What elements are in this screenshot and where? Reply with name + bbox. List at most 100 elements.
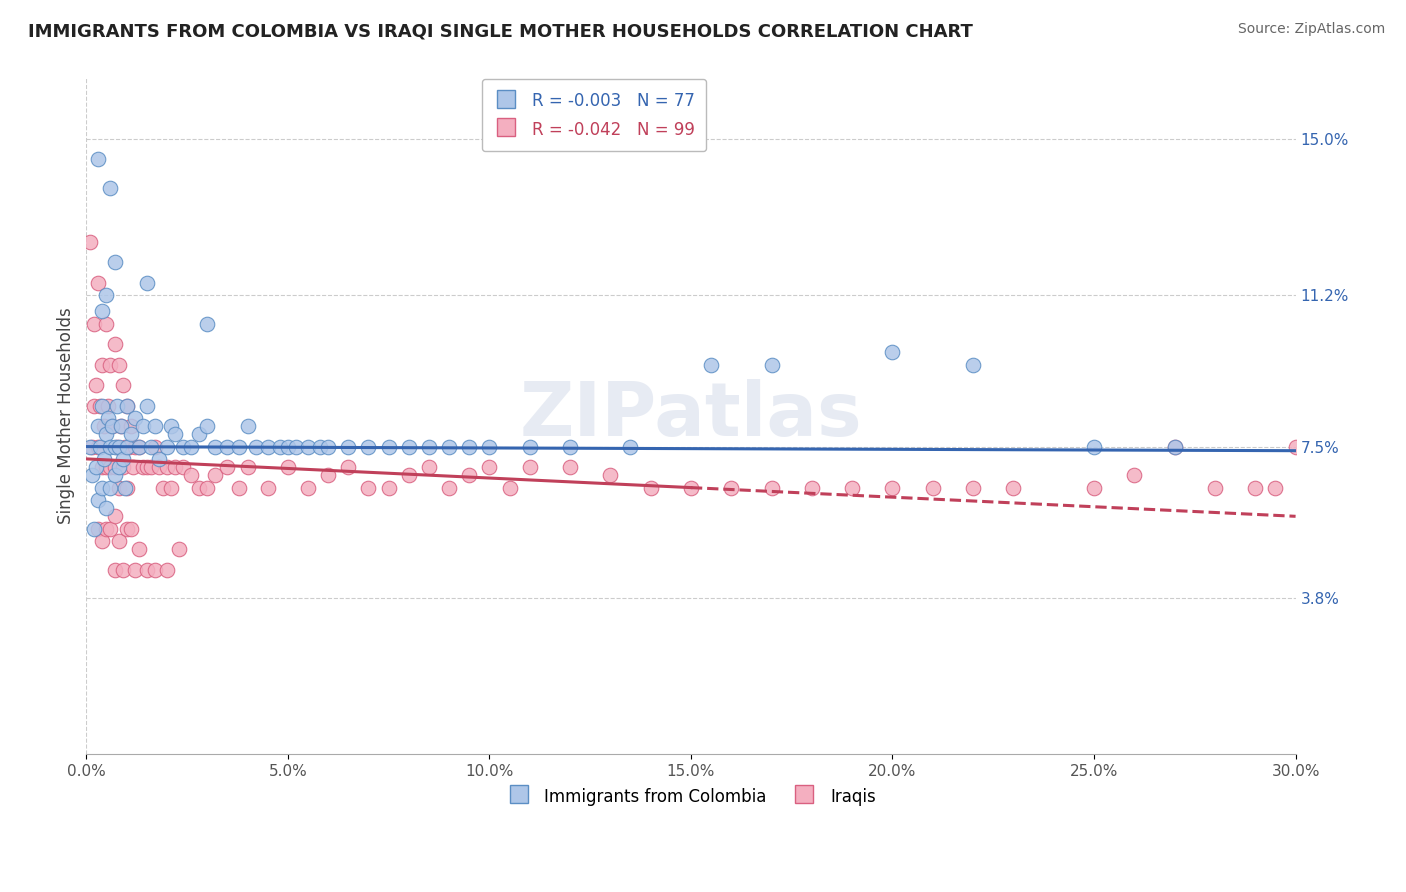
Text: ZIPatlas: ZIPatlas <box>520 379 862 452</box>
Point <box>100 460 122 475</box>
Point <box>115 399 138 413</box>
Point <box>558 460 581 475</box>
Point <box>103 509 125 524</box>
Point <box>478 460 501 475</box>
Point <box>418 460 440 475</box>
Point <box>377 481 399 495</box>
Point <box>91 481 114 495</box>
Point <box>478 440 501 454</box>
Point <box>761 358 783 372</box>
Point <box>96 501 118 516</box>
Point <box>115 440 138 454</box>
Point <box>114 481 136 495</box>
Point <box>841 481 863 495</box>
Point <box>1204 481 1226 495</box>
Point <box>101 419 124 434</box>
Point <box>79 235 101 249</box>
Point <box>82 440 104 454</box>
Point <box>103 460 125 475</box>
Point <box>139 460 162 475</box>
Point <box>195 317 218 331</box>
Point <box>132 460 155 475</box>
Point <box>143 563 166 577</box>
Point <box>1002 481 1025 495</box>
Point <box>87 419 110 434</box>
Point <box>163 460 186 475</box>
Point <box>160 481 183 495</box>
Point <box>188 481 211 495</box>
Point <box>195 481 218 495</box>
Point <box>103 468 125 483</box>
Point <box>962 481 984 495</box>
Point <box>337 440 360 454</box>
Point <box>96 317 118 331</box>
Point <box>217 460 239 475</box>
Point <box>89 399 111 413</box>
Point <box>357 440 380 454</box>
Point <box>107 440 129 454</box>
Point <box>398 440 420 454</box>
Point <box>100 481 122 495</box>
Point <box>111 563 134 577</box>
Point <box>83 317 105 331</box>
Point <box>519 440 541 454</box>
Point <box>640 481 662 495</box>
Point <box>91 358 114 372</box>
Point <box>882 345 904 359</box>
Point <box>91 304 114 318</box>
Point <box>204 440 226 454</box>
Point <box>337 460 360 475</box>
Point <box>103 440 125 454</box>
Point <box>96 460 118 475</box>
Point <box>236 460 259 475</box>
Point <box>97 410 120 425</box>
Point <box>100 181 122 195</box>
Point <box>619 440 641 454</box>
Point <box>83 522 105 536</box>
Point <box>163 427 186 442</box>
Point <box>103 563 125 577</box>
Point <box>115 481 138 495</box>
Point <box>124 410 146 425</box>
Point <box>297 481 319 495</box>
Point <box>111 378 134 392</box>
Point <box>105 399 128 413</box>
Point <box>236 419 259 434</box>
Point <box>91 533 114 548</box>
Point <box>128 440 150 454</box>
Point <box>100 522 122 536</box>
Point <box>357 481 380 495</box>
Point <box>83 399 105 413</box>
Point <box>97 399 120 413</box>
Point <box>87 522 110 536</box>
Point <box>228 440 250 454</box>
Point <box>204 468 226 483</box>
Point <box>167 542 190 557</box>
Point <box>115 399 138 413</box>
Point <box>143 440 166 454</box>
Point <box>132 419 155 434</box>
Point <box>1264 481 1286 495</box>
Point <box>519 460 541 475</box>
Point <box>111 451 134 466</box>
Point <box>117 440 139 454</box>
Point <box>111 460 134 475</box>
Point <box>139 440 162 454</box>
Point <box>962 358 984 372</box>
Point <box>284 440 307 454</box>
Text: Source: ZipAtlas.com: Source: ZipAtlas.com <box>1237 22 1385 37</box>
Point <box>599 468 621 483</box>
Point <box>437 481 460 495</box>
Text: IMMIGRANTS FROM COLOMBIA VS IRAQI SINGLE MOTHER HOUSEHOLDS CORRELATION CHART: IMMIGRANTS FROM COLOMBIA VS IRAQI SINGLE… <box>28 22 973 40</box>
Point <box>107 533 129 548</box>
Point <box>195 419 218 434</box>
Point <box>103 255 125 269</box>
Point <box>110 419 132 434</box>
Point <box>96 522 118 536</box>
Point <box>156 460 179 475</box>
Point <box>120 427 142 442</box>
Point <box>87 492 110 507</box>
Point <box>148 451 170 466</box>
Point <box>458 468 481 483</box>
Point <box>228 481 250 495</box>
